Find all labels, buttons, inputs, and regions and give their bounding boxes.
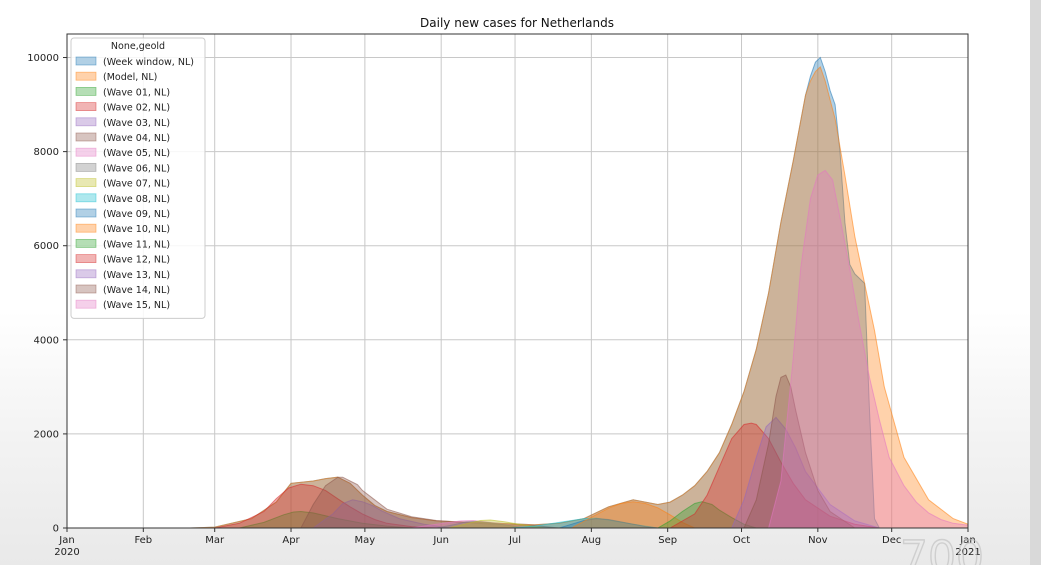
legend-label-2: (Model, NL) — [103, 72, 157, 83]
x-tick-label-1: Feb — [134, 535, 152, 546]
legend-label-10: (Wave 08, NL) — [103, 194, 170, 205]
y-tick-label-4: 8000 — [34, 147, 59, 158]
x-tick-label-9: Oct — [733, 535, 750, 546]
y-tick-label-5: 10000 — [27, 53, 59, 64]
plot-frame — [66, 33, 969, 529]
legend-label-15: (Wave 13, NL) — [103, 270, 170, 281]
legend-swatch-15 — [75, 269, 97, 279]
x-tick-label-5: Jun — [432, 535, 449, 546]
legend: None,geold (Week window, NL) (Model, NL) (W… — [70, 37, 206, 319]
y-tick-label-3: 6000 — [34, 241, 59, 252]
legend-label-9: (Wave 07, NL) — [103, 179, 170, 190]
legend-swatch-2 — [75, 71, 97, 81]
x-tick-label-0: Jan — [58, 535, 74, 546]
series-area-17 — [67, 169, 969, 529]
legend-swatch-7 — [75, 147, 97, 157]
legend-swatch-12 — [75, 223, 97, 233]
watermark-text: 700 — [900, 532, 984, 565]
legend-label-7: (Wave 05, NL) — [103, 148, 170, 159]
legend-swatch-11 — [75, 208, 97, 218]
chart-title: Daily new cases for Netherlands — [420, 16, 614, 30]
legend-label-6: (Wave 04, NL) — [103, 133, 170, 144]
legend-label-8: (Wave 06, NL) — [103, 163, 170, 174]
x-tick-label-11: Dec — [882, 535, 901, 546]
legend-swatch-8 — [75, 162, 97, 172]
legend-swatch-14 — [75, 254, 97, 264]
legend-swatch-5 — [75, 117, 97, 127]
legend-swatch-3 — [75, 87, 97, 96]
x-tick-label-3: Apr — [282, 535, 300, 546]
legend-title: None,geold — [111, 41, 165, 52]
legend-label-12: (Wave 10, NL) — [103, 224, 170, 235]
series-area-2 — [67, 65, 969, 529]
legend-label-17: (Wave 15, NL) — [103, 300, 170, 311]
y-tick-label-1: 2000 — [34, 429, 59, 440]
legend-label-13: (Wave 11, NL) — [103, 239, 170, 250]
watermark: 700 — [899, 531, 984, 569]
legend-label-11: (Wave 09, NL) — [103, 209, 170, 220]
series-area-6 — [67, 476, 968, 529]
x-tick-label-7: Aug — [582, 535, 602, 546]
legend-swatch-16 — [75, 284, 97, 294]
legend-label-5: (Wave 03, NL) — [103, 118, 170, 129]
legend-swatch-17 — [75, 299, 97, 309]
series-area-15 — [67, 416, 968, 529]
legend-label-16: (Wave 14, NL) — [103, 285, 170, 296]
series-areas — [67, 56, 969, 529]
x-tick-label-6: Jul — [508, 535, 521, 546]
x-tick-label-10: Nov — [808, 535, 828, 546]
legend-swatch-10 — [75, 193, 97, 203]
legend-label-1: (Week window, NL) — [103, 57, 194, 68]
legend-swatch-4 — [75, 102, 97, 111]
y-tick-label-2: 4000 — [34, 335, 59, 346]
legend-label-14: (Wave 12, NL) — [103, 255, 170, 266]
y-tick-label-0: 0 — [53, 524, 59, 535]
legend-label-4: (Wave 02, NL) — [103, 103, 170, 114]
legend-label-3: (Wave 01, NL) — [103, 87, 170, 98]
x-tick-sublabel-0: 2020 — [54, 547, 79, 558]
x-tick-label-8: Sep — [658, 535, 677, 546]
y-axis: 0 2000 4000 6000 8000 10000 — [27, 53, 67, 535]
legend-swatch-13 — [75, 238, 97, 248]
legend-swatch-9 — [75, 178, 97, 188]
legend-box — [70, 37, 206, 319]
legend-swatch-6 — [75, 132, 97, 142]
x-tick-sublabel-12: 2021 — [955, 547, 980, 558]
scrollbar-strip — [1030, 0, 1041, 565]
legend-swatch-1 — [75, 56, 97, 66]
x-tick-label-2: Mar — [205, 535, 225, 546]
x-tick-label-4: May — [355, 535, 376, 546]
x-tick-label-12: Jan — [959, 535, 975, 546]
